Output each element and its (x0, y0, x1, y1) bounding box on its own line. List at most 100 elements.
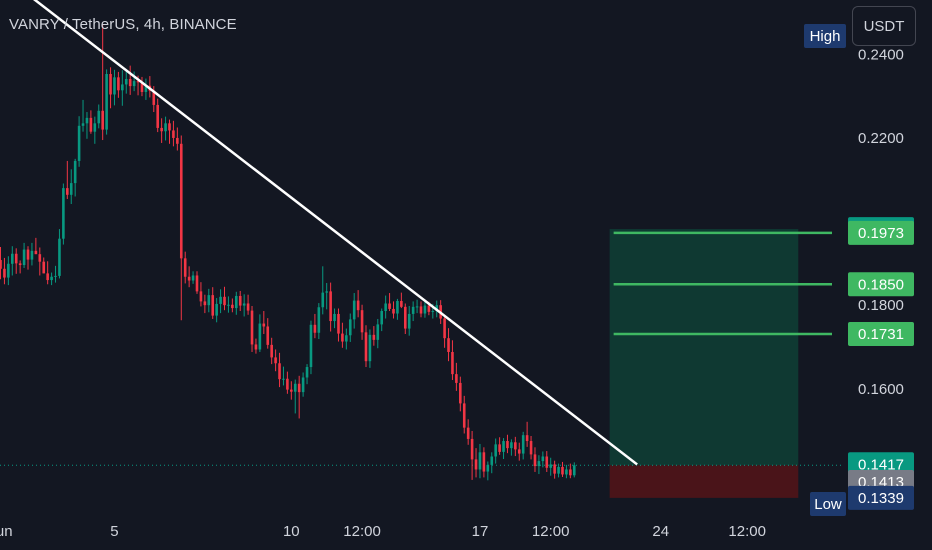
low-marker (810, 492, 846, 516)
candle-body (7, 263, 10, 278)
candle-body (38, 254, 42, 262)
price-label-text-target: 0.1850 (858, 276, 904, 293)
candle-body (290, 389, 293, 392)
stop-zone[interactable] (609, 465, 799, 498)
candle-body (541, 456, 545, 462)
candle-body (411, 306, 415, 314)
candle-body (388, 303, 391, 309)
candle-body (466, 427, 470, 439)
candle-body (337, 313, 340, 334)
candle-body (168, 123, 171, 131)
candle-body (455, 374, 458, 383)
candle-body (537, 461, 541, 467)
y-axis-tick-label: 0.2400 (858, 46, 904, 63)
candle-body (462, 403, 466, 428)
candle-body (297, 383, 301, 393)
candle-body (140, 82, 144, 92)
candle-body (22, 249, 26, 266)
price-label-target (848, 220, 914, 245)
candle-body (227, 304, 230, 306)
candle-body (42, 261, 46, 274)
y-axis-tick-label: 0.2200 (858, 130, 904, 147)
candle-body (246, 303, 250, 311)
candle-body (376, 324, 380, 340)
candle-body (325, 291, 328, 293)
candle-body (50, 276, 53, 281)
candle-body (360, 310, 364, 333)
candle-body (81, 123, 85, 126)
candle-body (293, 383, 297, 392)
candle-body (372, 334, 376, 340)
candle-body (529, 441, 533, 455)
candle-body (183, 258, 187, 277)
price-label-text-last: 0.1417 (858, 456, 904, 473)
x-axis-tick-label: 17 (472, 523, 489, 540)
x-axis-tick-label: 12:00 (728, 523, 766, 540)
x-axis-tick-label: 12:00 (343, 523, 381, 540)
candle-body (419, 306, 423, 314)
candle-body (396, 300, 399, 314)
candle-body (85, 117, 89, 124)
candle-body (333, 313, 336, 322)
candle-body (14, 253, 18, 264)
candle-body (572, 465, 576, 476)
candle-body (309, 324, 313, 368)
candle-body (431, 311, 435, 313)
candle-body (195, 275, 199, 292)
candle-body (121, 84, 124, 91)
candle-body (364, 332, 368, 362)
candle-body (235, 295, 238, 309)
price-label-target (848, 322, 914, 347)
candle-body (73, 160, 77, 184)
candle-body (128, 79, 132, 87)
target-zone[interactable] (609, 229, 799, 466)
candle-body (93, 123, 97, 132)
price-label-text-target: 0.1973 (858, 225, 904, 242)
candle-body (352, 300, 356, 320)
candle-body (415, 306, 419, 308)
candle-body (26, 249, 30, 260)
high-marker-label: High (810, 28, 841, 45)
candle-body (176, 137, 179, 144)
candle-body (533, 454, 537, 467)
candle-body (459, 382, 462, 404)
candle-body (329, 291, 332, 322)
trendline[interactable] (28, 0, 638, 466)
candle-body (30, 250, 34, 260)
candle-body (187, 276, 191, 281)
candle-body (451, 351, 454, 375)
candle-body (282, 378, 285, 380)
candle-body (124, 79, 128, 85)
candle-body (69, 183, 73, 195)
candle-body (403, 306, 407, 329)
candle-body (117, 77, 120, 91)
candle-body (356, 300, 360, 311)
candle-body (66, 188, 69, 195)
x-axis-tick-label: 24 (652, 523, 669, 540)
candle-body (262, 323, 266, 327)
candle-body (517, 449, 521, 454)
candle-body (400, 300, 403, 307)
candle-body (557, 466, 560, 474)
candle-body (0, 260, 2, 269)
candle-body (502, 441, 505, 452)
candle-body (46, 273, 49, 281)
candle-body (521, 435, 525, 454)
candle-body (392, 308, 395, 314)
candle-body (447, 338, 450, 352)
x-axis-tick-label: 10 (283, 523, 300, 540)
candle-body (443, 318, 446, 339)
candle-body (62, 188, 65, 239)
x-axis-tick-label: 5 (110, 523, 118, 540)
candle-body (313, 324, 317, 333)
candle-body (219, 296, 222, 304)
candle-body (435, 305, 439, 312)
candle-body (238, 295, 242, 306)
high-marker (804, 24, 846, 48)
currency-button[interactable]: USDT (852, 6, 916, 46)
y-axis-tick-label: 0.1800 (858, 297, 904, 314)
candle-body (514, 442, 517, 450)
candle-body (132, 81, 136, 87)
